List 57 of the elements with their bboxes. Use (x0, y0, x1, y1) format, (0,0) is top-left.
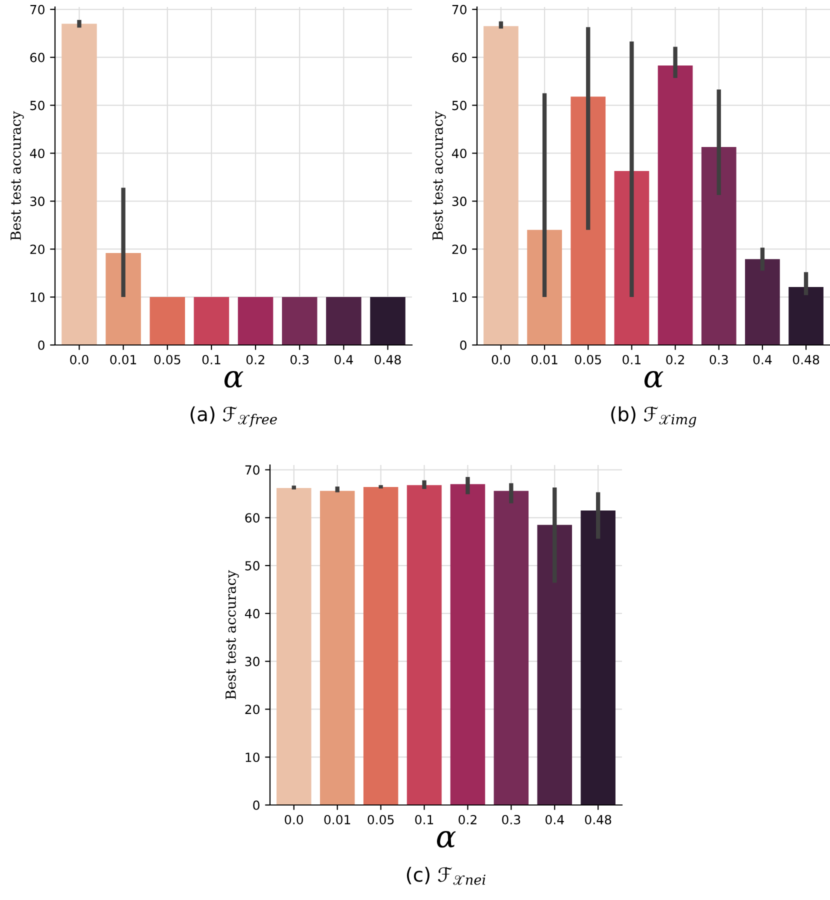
x-tick-label: 0.4 (546, 814, 564, 824)
y-tick-label: 50 (452, 100, 466, 110)
x-tick-label: 0.48 (792, 354, 820, 364)
text: (b) ℱ$_{𝒳img}$ (611, 406, 696, 428)
y-tick-label: 20 (30, 244, 44, 254)
y-tick-label: 50 (245, 561, 260, 570)
x-axis-title: α (436, 830, 456, 848)
y-axis-title: Best test accuracy (226, 570, 239, 700)
y-tick-label: 20 (245, 704, 260, 714)
x-tick-label: 0.2 (246, 354, 264, 364)
y-tick-label: 40 (452, 148, 466, 158)
x-tick-label: 0.05 (575, 354, 601, 364)
x-tick-label: 0.48 (585, 814, 612, 824)
x-tick-label: 0.3 (502, 814, 520, 824)
x-tick-label: 0.3 (710, 354, 728, 364)
x-tick-label: 0.01 (324, 814, 350, 824)
y-tick-label: 70 (452, 4, 466, 14)
x-tick-label: 0.0 (70, 354, 88, 364)
y-tick-label: 70 (30, 4, 44, 14)
y-tick-label: 30 (452, 196, 466, 206)
x-tick-label: 0.01 (110, 354, 136, 364)
y-tick-label: 40 (244, 608, 260, 618)
y-tick-label: 20 (452, 244, 466, 254)
x-tick-label: 0.1 (415, 814, 434, 824)
y-axis-title: Best test accuracy (10, 111, 24, 240)
y-axis-title: Best test accuracy (432, 111, 446, 240)
y-tick-label: 30 (30, 196, 44, 206)
y-tick-label: 10 (452, 292, 466, 302)
text: (a) ℱ$_{𝒳free}$ (190, 406, 277, 427)
y-tick-label: 10 (246, 752, 260, 762)
x-tick-label: 0.2 (458, 814, 476, 824)
y-tick-label: 60 (30, 52, 44, 62)
x-tick-label: 0.2 (666, 354, 684, 364)
x-tick-label: 0.4 (334, 354, 353, 364)
x-tick-label: 0.4 (753, 354, 772, 364)
y-tick-label: 70 (245, 465, 260, 475)
y-tick-label: 50 (30, 100, 44, 110)
x-axis-title: α (644, 370, 664, 388)
y-tick-label: 60 (452, 52, 466, 62)
x-tick-label: 0.1 (622, 354, 640, 364)
x-axis-title: α (224, 370, 244, 388)
y-tick-label: 10 (30, 292, 44, 302)
x-tick-label: 0.05 (368, 814, 394, 824)
x-tick-label: 0.3 (290, 354, 309, 364)
y-tick-label: 0 (38, 340, 44, 350)
text: (c) ℱ$_{𝒳nei}$ (406, 866, 486, 885)
x-tick-label: 0.48 (374, 354, 401, 364)
y-tick-label: 0 (460, 340, 466, 350)
x-tick-label: 0.05 (154, 354, 180, 364)
y-tick-label: 0 (253, 800, 260, 810)
x-tick-label: 0.01 (531, 354, 558, 364)
y-tick-label: 30 (245, 656, 260, 666)
y-tick-label: 60 (245, 513, 260, 523)
x-tick-label: 0.0 (284, 814, 304, 824)
x-tick-label: 0.1 (202, 354, 220, 364)
x-tick-label: 0.0 (492, 354, 510, 364)
y-tick-label: 40 (30, 148, 44, 158)
